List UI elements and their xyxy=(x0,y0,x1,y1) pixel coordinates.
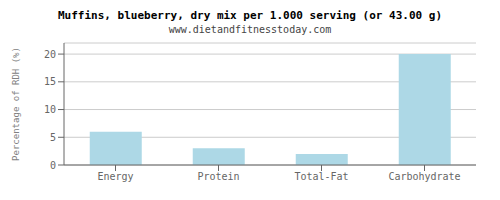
svg-text:5: 5 xyxy=(50,132,56,143)
svg-text:15: 15 xyxy=(44,76,56,87)
svg-text:10: 10 xyxy=(44,104,56,115)
html-text:www.dietandfitnesstoday.com: www.dietandfitnesstoday.com xyxy=(168,24,332,35)
svg-text:Energy: Energy xyxy=(97,171,133,182)
svg-text:Protein: Protein xyxy=(197,171,239,182)
svg-text:Percentage of RDH (%): Percentage of RDH (%) xyxy=(11,47,21,161)
svg-text:0: 0 xyxy=(50,160,56,171)
svg-text:Carbohydrate: Carbohydrate xyxy=(388,171,460,182)
html-text:Muffins, blueberry, dry mix pe: Muffins, blueberry, dry mix per 1.000 se… xyxy=(57,9,442,22)
svg-text:Total-Fat: Total-Fat xyxy=(294,171,348,182)
svg-text:20: 20 xyxy=(44,49,56,60)
